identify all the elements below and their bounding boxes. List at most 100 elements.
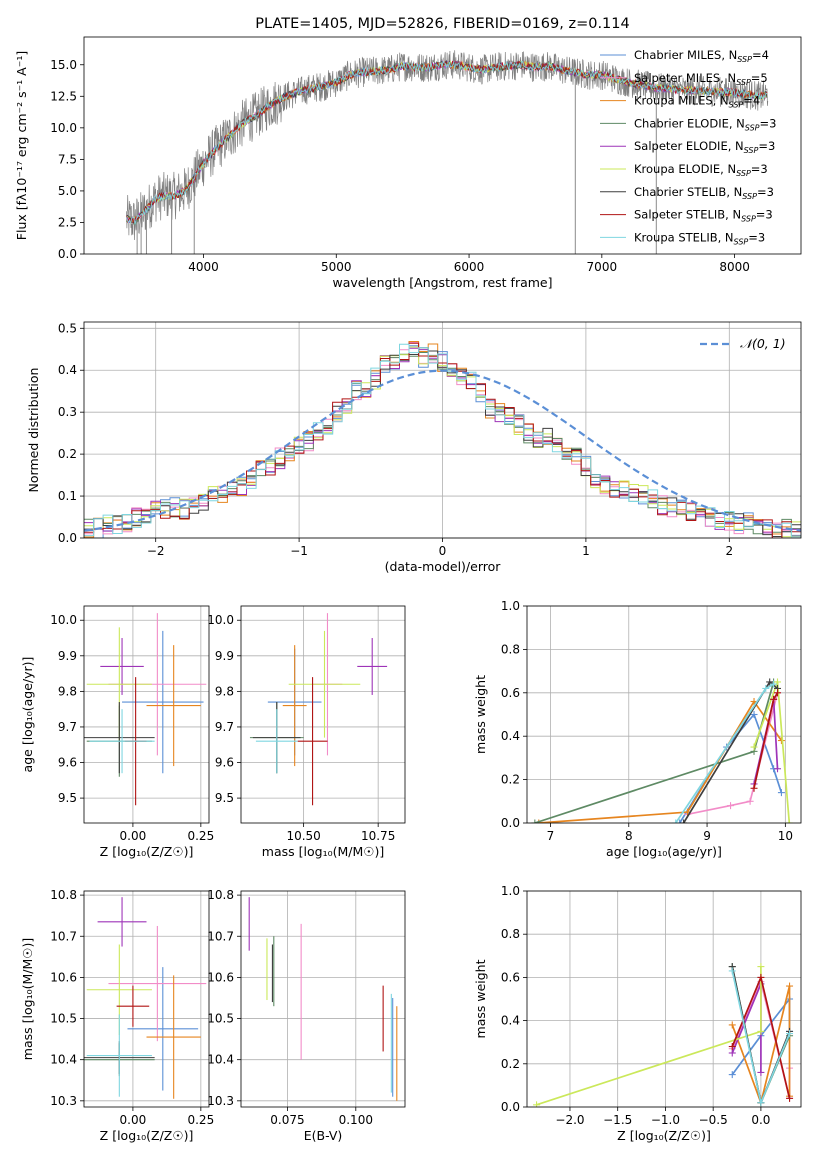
weight-marker: [680, 819, 688, 823]
weight-marker: [672, 819, 680, 823]
x-tick-label: 1: [582, 544, 590, 558]
y-tick-label: 10.7: [207, 929, 234, 943]
y-tick-label: 10.6: [50, 970, 77, 984]
errorbar-point: [84, 702, 155, 774]
weight-marker: [728, 1049, 736, 1057]
observed-spectrum: [126, 50, 769, 241]
x-axis-label: age [log₁₀(age/yr)]: [606, 844, 722, 859]
x-tick-label: −1.5: [603, 1113, 632, 1127]
weight-marker: [777, 789, 785, 797]
y-tick-label: 10.0: [50, 121, 77, 135]
histogram-area: [84, 341, 801, 538]
weight-marker: [774, 689, 782, 697]
y-tick-label: 15.0: [50, 58, 77, 72]
weight-marker: [762, 684, 770, 692]
weight-series-8: [674, 683, 775, 823]
errorbar-point: [255, 709, 298, 774]
y-tick-label: 10.3: [207, 1094, 234, 1108]
weight-series-4: [731, 983, 762, 1073]
x-tick-label: 0.075: [270, 1113, 304, 1127]
x-tick-label: −2: [147, 544, 165, 558]
y-tick-label: 9.6: [215, 756, 234, 770]
legend: Chabrier MILES, NSSP=4 Salpeter MILES, NS…: [600, 48, 776, 246]
weight-marker: [746, 797, 754, 805]
mass-weight-vs-metallicity-panel: −2.0 −1.5 −1.0 −0.5 0.0 0.0 0.2 0.4 0.6 0.8 1.0 Z […: [473, 884, 802, 1143]
y-axis-label: Flux [fλ10⁻¹⁷ erg cm⁻² s⁻¹ A⁻¹]: [14, 51, 29, 240]
weight-marker: [531, 819, 539, 823]
y-tick-label: 0.8: [501, 927, 520, 941]
y-tick-label: 10.0: [50, 613, 77, 627]
weight-marker: [757, 1068, 765, 1076]
weight-marker: [728, 1021, 736, 1029]
y-tick-label: 0.5: [58, 321, 77, 335]
weight-marker: [728, 1043, 736, 1051]
weight-area: [531, 678, 793, 823]
y-tick-label: 9.5: [215, 791, 234, 805]
x-tick-label: 0.0: [751, 1113, 770, 1127]
x-tick-label: 0.25: [187, 829, 214, 843]
x-tick-label: −1.0: [651, 1113, 680, 1127]
y-tick-label: 12.5: [50, 89, 77, 103]
legend-entry: Kroupa MILES, NSSP=4: [634, 94, 760, 110]
x-tick-label: 5000: [321, 260, 352, 274]
errorbar-point: [89, 709, 155, 774]
legend-entry: Salpeter STELIB, NSSP=3: [634, 208, 773, 224]
errorbar-point: [146, 975, 201, 1099]
errorbar-area: [84, 897, 207, 1099]
errorbar-point: [146, 645, 201, 767]
weight-marker: [757, 1027, 765, 1035]
y-tick-label: 10.8: [50, 888, 77, 902]
legend-entry: Salpeter MILES, NSSP=5: [634, 71, 768, 87]
y-tick-label: 10.8: [207, 888, 234, 902]
errorbar-point: [288, 630, 361, 738]
weight-marker: [786, 1094, 794, 1102]
y-tick-label: 0.0: [501, 816, 520, 830]
weight-series-6: [682, 680, 779, 823]
weight-marker: [535, 819, 543, 823]
legend-entry: Chabrier ELODIE, NSSP=3: [634, 116, 776, 132]
y-tick-label: 9.9: [215, 649, 234, 663]
y-axis-label: age [log₁₀(age/yr)]: [20, 657, 35, 773]
x-tick-label: 0.25: [187, 1113, 214, 1127]
y-tick-label: 9.7: [215, 720, 234, 734]
weight-marker: [750, 743, 758, 751]
weight-series-3: [534, 681, 775, 823]
legend-entry: Chabrier MILES, NSSP=4: [634, 48, 769, 64]
y-tick-label: 0.0: [58, 247, 77, 261]
weight-marker: [750, 784, 758, 792]
errorbar-point: [108, 925, 207, 1042]
y-axis-label: mass [log₁₀(M/M☉)]: [20, 938, 35, 1060]
normal-curve: [84, 369, 801, 532]
model-spectrum-7: [126, 60, 768, 224]
errorbar-point: [97, 897, 147, 947]
spectrum-plot-area: [126, 50, 769, 254]
x-axis-label: mass [log₁₀(M/M☉)]: [262, 844, 384, 859]
y-axis-label: mass weight: [473, 675, 488, 754]
axes-frame: [83, 321, 802, 539]
legend-entry: Chabrier STELIB, NSSP=3: [634, 185, 774, 201]
errorbar-point: [282, 645, 307, 767]
errorbar-point: [100, 638, 144, 695]
age-vs-mass-panel: 10.50 10.75 9.5 9.6 9.7 9.8 9.9 10.0 mass [log₁₀…: [207, 605, 406, 859]
x-tick-label: 9: [703, 829, 711, 843]
y-tick-label: 9.5: [58, 791, 77, 805]
residuals-panel: −2 −1 0 1 2 0.0 0.1 0.2 0.3 0.4 0.5 (data-model)/er…: [26, 321, 802, 574]
y-tick-label: 9.8: [215, 684, 234, 698]
y-tick-label: 0.3: [58, 405, 77, 419]
y-tick-label: 0.4: [58, 363, 77, 377]
y-tick-label: 10.7: [50, 929, 77, 943]
errorbar-area: [84, 613, 207, 806]
y-tick-label: 0.6: [501, 686, 520, 700]
axes-frame: [526, 890, 802, 1108]
histogram-series-8: [84, 343, 801, 538]
y-tick-label: 10.4: [207, 1053, 234, 1067]
x-tick-label: 7: [547, 829, 555, 843]
weight-marker: [770, 680, 778, 688]
y-tick-label: 10.6: [207, 970, 234, 984]
y-tick-label: 10.5: [50, 1012, 77, 1026]
legend-entry: Kroupa ELODIE, NSSP=3: [634, 162, 768, 178]
weight-series-5: [753, 681, 791, 823]
weight-marker: [785, 819, 793, 823]
x-tick-label: 10.50: [286, 829, 320, 843]
